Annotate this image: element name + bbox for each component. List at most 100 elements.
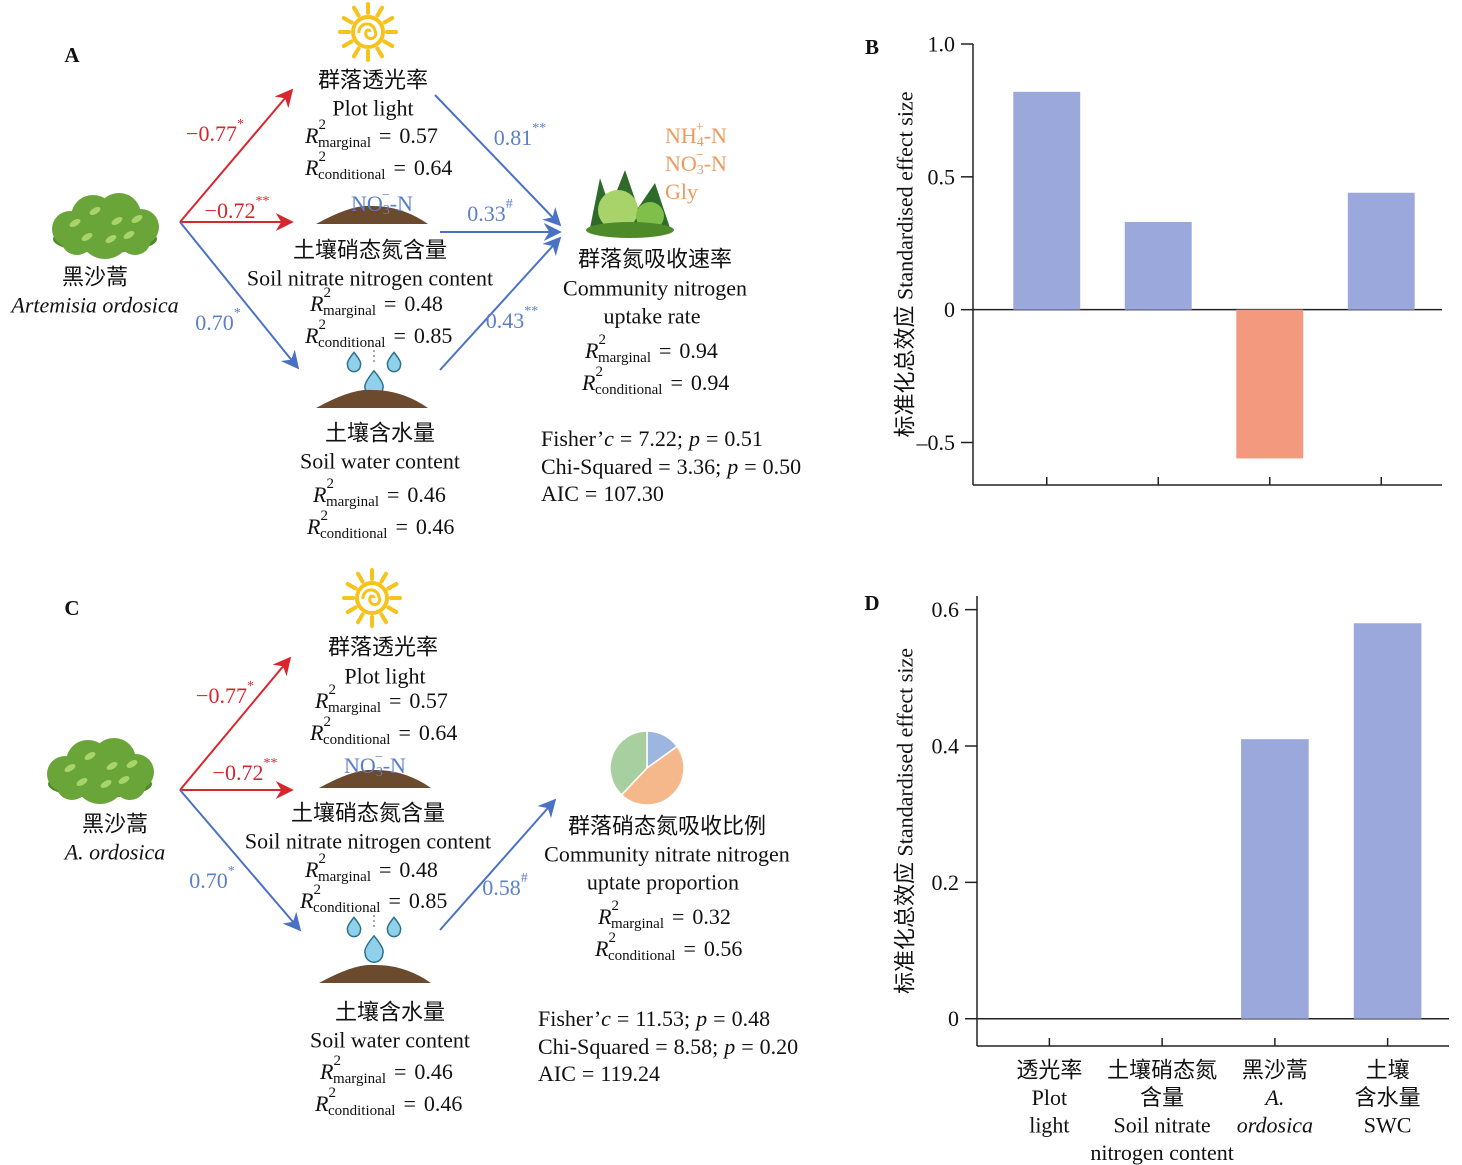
text-part: NO xyxy=(344,753,376,778)
label: 黑沙蒿 xyxy=(82,812,148,837)
fit-chi: Chi-Squared = 3.36; p = 0.50 xyxy=(541,454,801,479)
label: 群落透光率 xyxy=(328,635,438,660)
shrub-leaf xyxy=(69,219,81,227)
text-part: 2 xyxy=(611,898,619,914)
label: 群落硝态氮吸收比例 xyxy=(568,814,766,839)
panel-letter: C xyxy=(64,596,79,620)
text-part: R xyxy=(594,936,609,961)
sun-ray xyxy=(352,5,361,18)
text-part: AIC xyxy=(538,1061,576,1086)
shrub-leaf-cluster xyxy=(114,768,146,800)
text-part: + xyxy=(696,120,704,135)
text-part: = xyxy=(387,482,399,507)
text-part: Fisher’ xyxy=(541,426,604,451)
shrub-icon xyxy=(52,193,159,259)
text-part: 2 xyxy=(318,149,326,165)
label: Soil water content xyxy=(310,1028,470,1053)
text-part: Chi-Squared xyxy=(541,454,652,479)
r2-conditional: R2 conditional = 0.46 xyxy=(306,508,454,542)
label: Plot light xyxy=(344,664,425,689)
text-part: ** xyxy=(532,121,546,136)
text-part: 0.32 xyxy=(692,904,731,929)
path-coefficient: 0.81** xyxy=(494,121,547,150)
text-part: marginal xyxy=(323,303,376,319)
text-part: 0.20 xyxy=(760,1034,799,1059)
text-part: 0.81 xyxy=(494,125,533,150)
label: 土壤硝态氮含量 xyxy=(291,801,445,826)
label: 土壤含水量 xyxy=(335,1000,445,1025)
text-part: = xyxy=(713,1006,725,1031)
x-tick-label: SWC xyxy=(1364,1113,1412,1138)
text-part: marginal xyxy=(326,494,379,510)
sun-spiral xyxy=(361,588,382,607)
n-form: NH4+-N xyxy=(665,120,727,150)
sun-ray xyxy=(375,5,384,18)
text-part: = xyxy=(395,514,407,539)
text-part: * xyxy=(237,117,244,132)
text-part: -N xyxy=(704,123,727,148)
plant-ball xyxy=(598,190,638,230)
text-part: = xyxy=(582,1061,594,1086)
sun-ray xyxy=(345,605,358,614)
label: uptake rate xyxy=(603,304,700,329)
sun-ray xyxy=(382,39,395,48)
x-tick-label: A. xyxy=(1263,1085,1284,1110)
text-part: p xyxy=(725,454,738,479)
text-part: 2 xyxy=(313,882,321,898)
sun-ray xyxy=(356,612,365,625)
text-part: ** xyxy=(263,756,277,771)
text-part: ** xyxy=(524,304,538,319)
shrub-leaf xyxy=(118,776,130,784)
text-part: 0.56 xyxy=(704,936,743,961)
text-part: = xyxy=(744,454,756,479)
text-part: 0.94 xyxy=(679,338,718,363)
x-tick-label: 土壤 xyxy=(1366,1058,1410,1083)
text-part: 107.30 xyxy=(603,481,664,506)
text-part: c xyxy=(604,426,614,451)
text-part: 4 xyxy=(697,135,704,150)
r2-marginal: R2 marginal = 0.94 xyxy=(584,332,718,366)
text-part: -N xyxy=(704,151,727,176)
text-part: Gly xyxy=(665,179,698,204)
shrub-icon xyxy=(47,738,154,804)
fit-fisher: Fisher’c = 11.53; p = 0.48 xyxy=(538,1006,770,1031)
text-part: ; xyxy=(684,1006,690,1031)
text-part: = xyxy=(393,323,405,348)
text-part: 0.70 xyxy=(195,310,234,335)
soil-mound xyxy=(319,964,431,983)
label: Soil water content xyxy=(300,449,460,474)
shrub-leaf xyxy=(84,752,96,760)
text-part: AIC xyxy=(541,481,579,506)
text-part: R xyxy=(309,720,324,745)
r2-conditional: R2 conditional = 0.85 xyxy=(299,882,447,916)
text-part: 2 xyxy=(608,930,616,946)
text-part: 0.64 xyxy=(419,720,458,745)
bar xyxy=(1347,192,1415,310)
text-part: 0.43 xyxy=(486,308,525,333)
text-part: = xyxy=(683,936,695,961)
text-part: = xyxy=(620,426,632,451)
n-form: NO3−-N xyxy=(351,188,413,218)
sun-ray xyxy=(356,571,365,584)
text-part: NO xyxy=(351,191,383,216)
y-tick-label: 0.4 xyxy=(932,734,960,759)
path-arrow xyxy=(179,656,292,791)
fit-aic: AIC = 119.24 xyxy=(538,1061,660,1086)
bar xyxy=(1013,91,1081,310)
text-part: −0.77 xyxy=(186,121,237,146)
shrub-leaf xyxy=(126,760,138,768)
text-part: = xyxy=(655,1034,667,1059)
y-tick-label: 0.6 xyxy=(932,597,960,622)
text-part: conditional xyxy=(320,526,388,542)
sun-ray xyxy=(386,582,399,591)
text-part: = xyxy=(658,454,670,479)
text-part: R xyxy=(304,123,319,148)
text-part: R xyxy=(597,904,612,929)
r2-marginal: R2 marginal = 0.46 xyxy=(319,1053,453,1087)
sun-icon xyxy=(342,568,402,628)
text-part: 0.64 xyxy=(414,155,453,180)
text-part: 0.48 xyxy=(404,291,443,316)
y-axis-title: 标准化总效应 Standardised effect size xyxy=(893,91,918,437)
x-tick-label: ordosica xyxy=(1237,1113,1313,1138)
r2-conditional: R2 conditional = 0.64 xyxy=(309,714,457,748)
